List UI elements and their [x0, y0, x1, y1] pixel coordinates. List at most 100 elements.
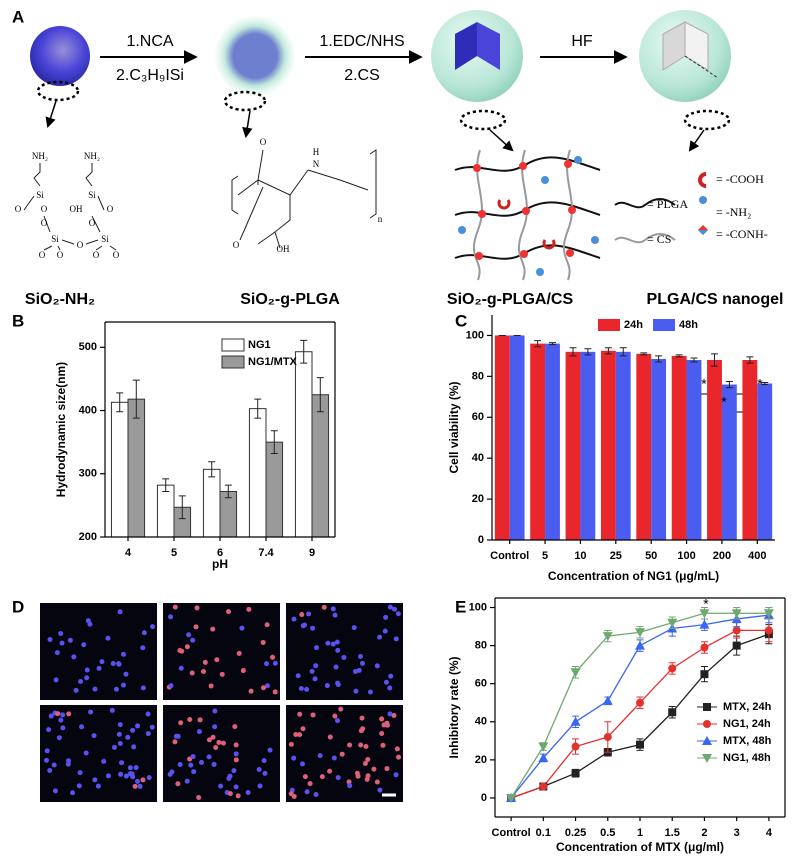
point — [702, 736, 712, 745]
cell — [330, 606, 336, 612]
point — [702, 754, 712, 763]
bar — [509, 335, 525, 540]
legend-icon — [698, 230, 708, 235]
error-bar — [619, 347, 627, 357]
point — [700, 643, 709, 652]
point — [571, 742, 580, 751]
cell — [91, 733, 97, 739]
legend-line — [614, 233, 676, 244]
cell — [99, 659, 105, 665]
legend-label: MTX, 48h — [723, 735, 772, 747]
legend-text: = -CONH- — [716, 227, 768, 241]
bar — [721, 384, 737, 540]
stage-name: SiO₂-g-PLGA — [240, 291, 340, 308]
cell — [331, 755, 337, 761]
panel-label: B — [12, 311, 24, 330]
particle — [215, 16, 295, 96]
cell — [101, 758, 107, 764]
cell — [220, 740, 226, 746]
cell — [92, 686, 98, 692]
cell — [178, 720, 184, 726]
bar — [127, 398, 146, 538]
y-tick-label: 60 — [472, 411, 484, 423]
cell — [334, 718, 340, 724]
cell — [46, 727, 52, 733]
cell — [365, 773, 371, 779]
bar — [580, 351, 596, 540]
annotation: * — [757, 376, 763, 392]
zoom-ring — [36, 80, 80, 102]
cell — [194, 605, 200, 611]
point — [700, 670, 709, 679]
point — [731, 609, 742, 619]
x-axis-label: pH — [212, 557, 228, 571]
cell — [145, 711, 151, 717]
cell — [187, 717, 193, 723]
x-axis-label: Concentration of MTX (μg/ml) — [556, 840, 724, 854]
edge — [684, 55, 719, 79]
cell — [327, 734, 333, 740]
cell — [175, 781, 181, 787]
y-tick-label: 80 — [472, 370, 484, 382]
cell — [189, 670, 195, 676]
cell — [110, 660, 116, 666]
atom: NH₂ — [84, 151, 100, 161]
cell — [117, 609, 123, 615]
atom: N — [313, 159, 320, 169]
cell — [245, 790, 251, 796]
cell — [84, 675, 90, 681]
cell — [141, 630, 147, 636]
atom: O — [107, 204, 114, 214]
bar — [248, 408, 267, 538]
point — [506, 793, 517, 803]
x-tick-label: 7.4 — [258, 547, 274, 559]
cell — [60, 725, 66, 731]
cell — [298, 685, 304, 691]
cell — [272, 660, 278, 666]
point — [703, 703, 711, 711]
bar — [651, 358, 667, 540]
atom: O — [260, 137, 267, 147]
cell — [374, 663, 380, 669]
cell — [67, 637, 73, 643]
x-tick-label: 200 — [713, 550, 731, 562]
point — [764, 626, 773, 635]
bar — [294, 351, 313, 538]
error-bar — [640, 352, 648, 356]
cell — [358, 742, 364, 748]
y-tick-label: 400 — [79, 404, 97, 416]
cell — [44, 748, 50, 754]
cell — [306, 611, 312, 617]
cell — [120, 682, 126, 688]
cell — [260, 685, 266, 691]
error-bar — [761, 382, 769, 386]
cell — [304, 686, 310, 692]
cell — [92, 777, 98, 783]
cell — [70, 790, 76, 796]
cell — [56, 735, 62, 741]
cell — [324, 683, 330, 689]
cell — [313, 792, 319, 798]
cell — [347, 783, 353, 789]
cell — [264, 661, 270, 667]
line — [510, 633, 770, 799]
x-tick-label: 4 — [766, 827, 773, 839]
step-text: 2.CS — [344, 67, 380, 84]
cell — [96, 665, 102, 671]
bar — [545, 343, 560, 540]
bar — [494, 335, 510, 540]
cell — [233, 742, 239, 748]
cell — [339, 751, 345, 757]
cell — [347, 742, 353, 748]
cell — [95, 783, 101, 789]
cell — [168, 683, 174, 689]
point — [699, 619, 710, 629]
x-axis-label: Concentration of NG1 (μg/mL) — [548, 569, 719, 583]
cell — [260, 639, 266, 645]
cell — [140, 645, 146, 651]
cell — [394, 746, 400, 752]
atom: Si — [51, 234, 59, 244]
atom: O — [41, 218, 48, 228]
cell — [264, 683, 270, 689]
